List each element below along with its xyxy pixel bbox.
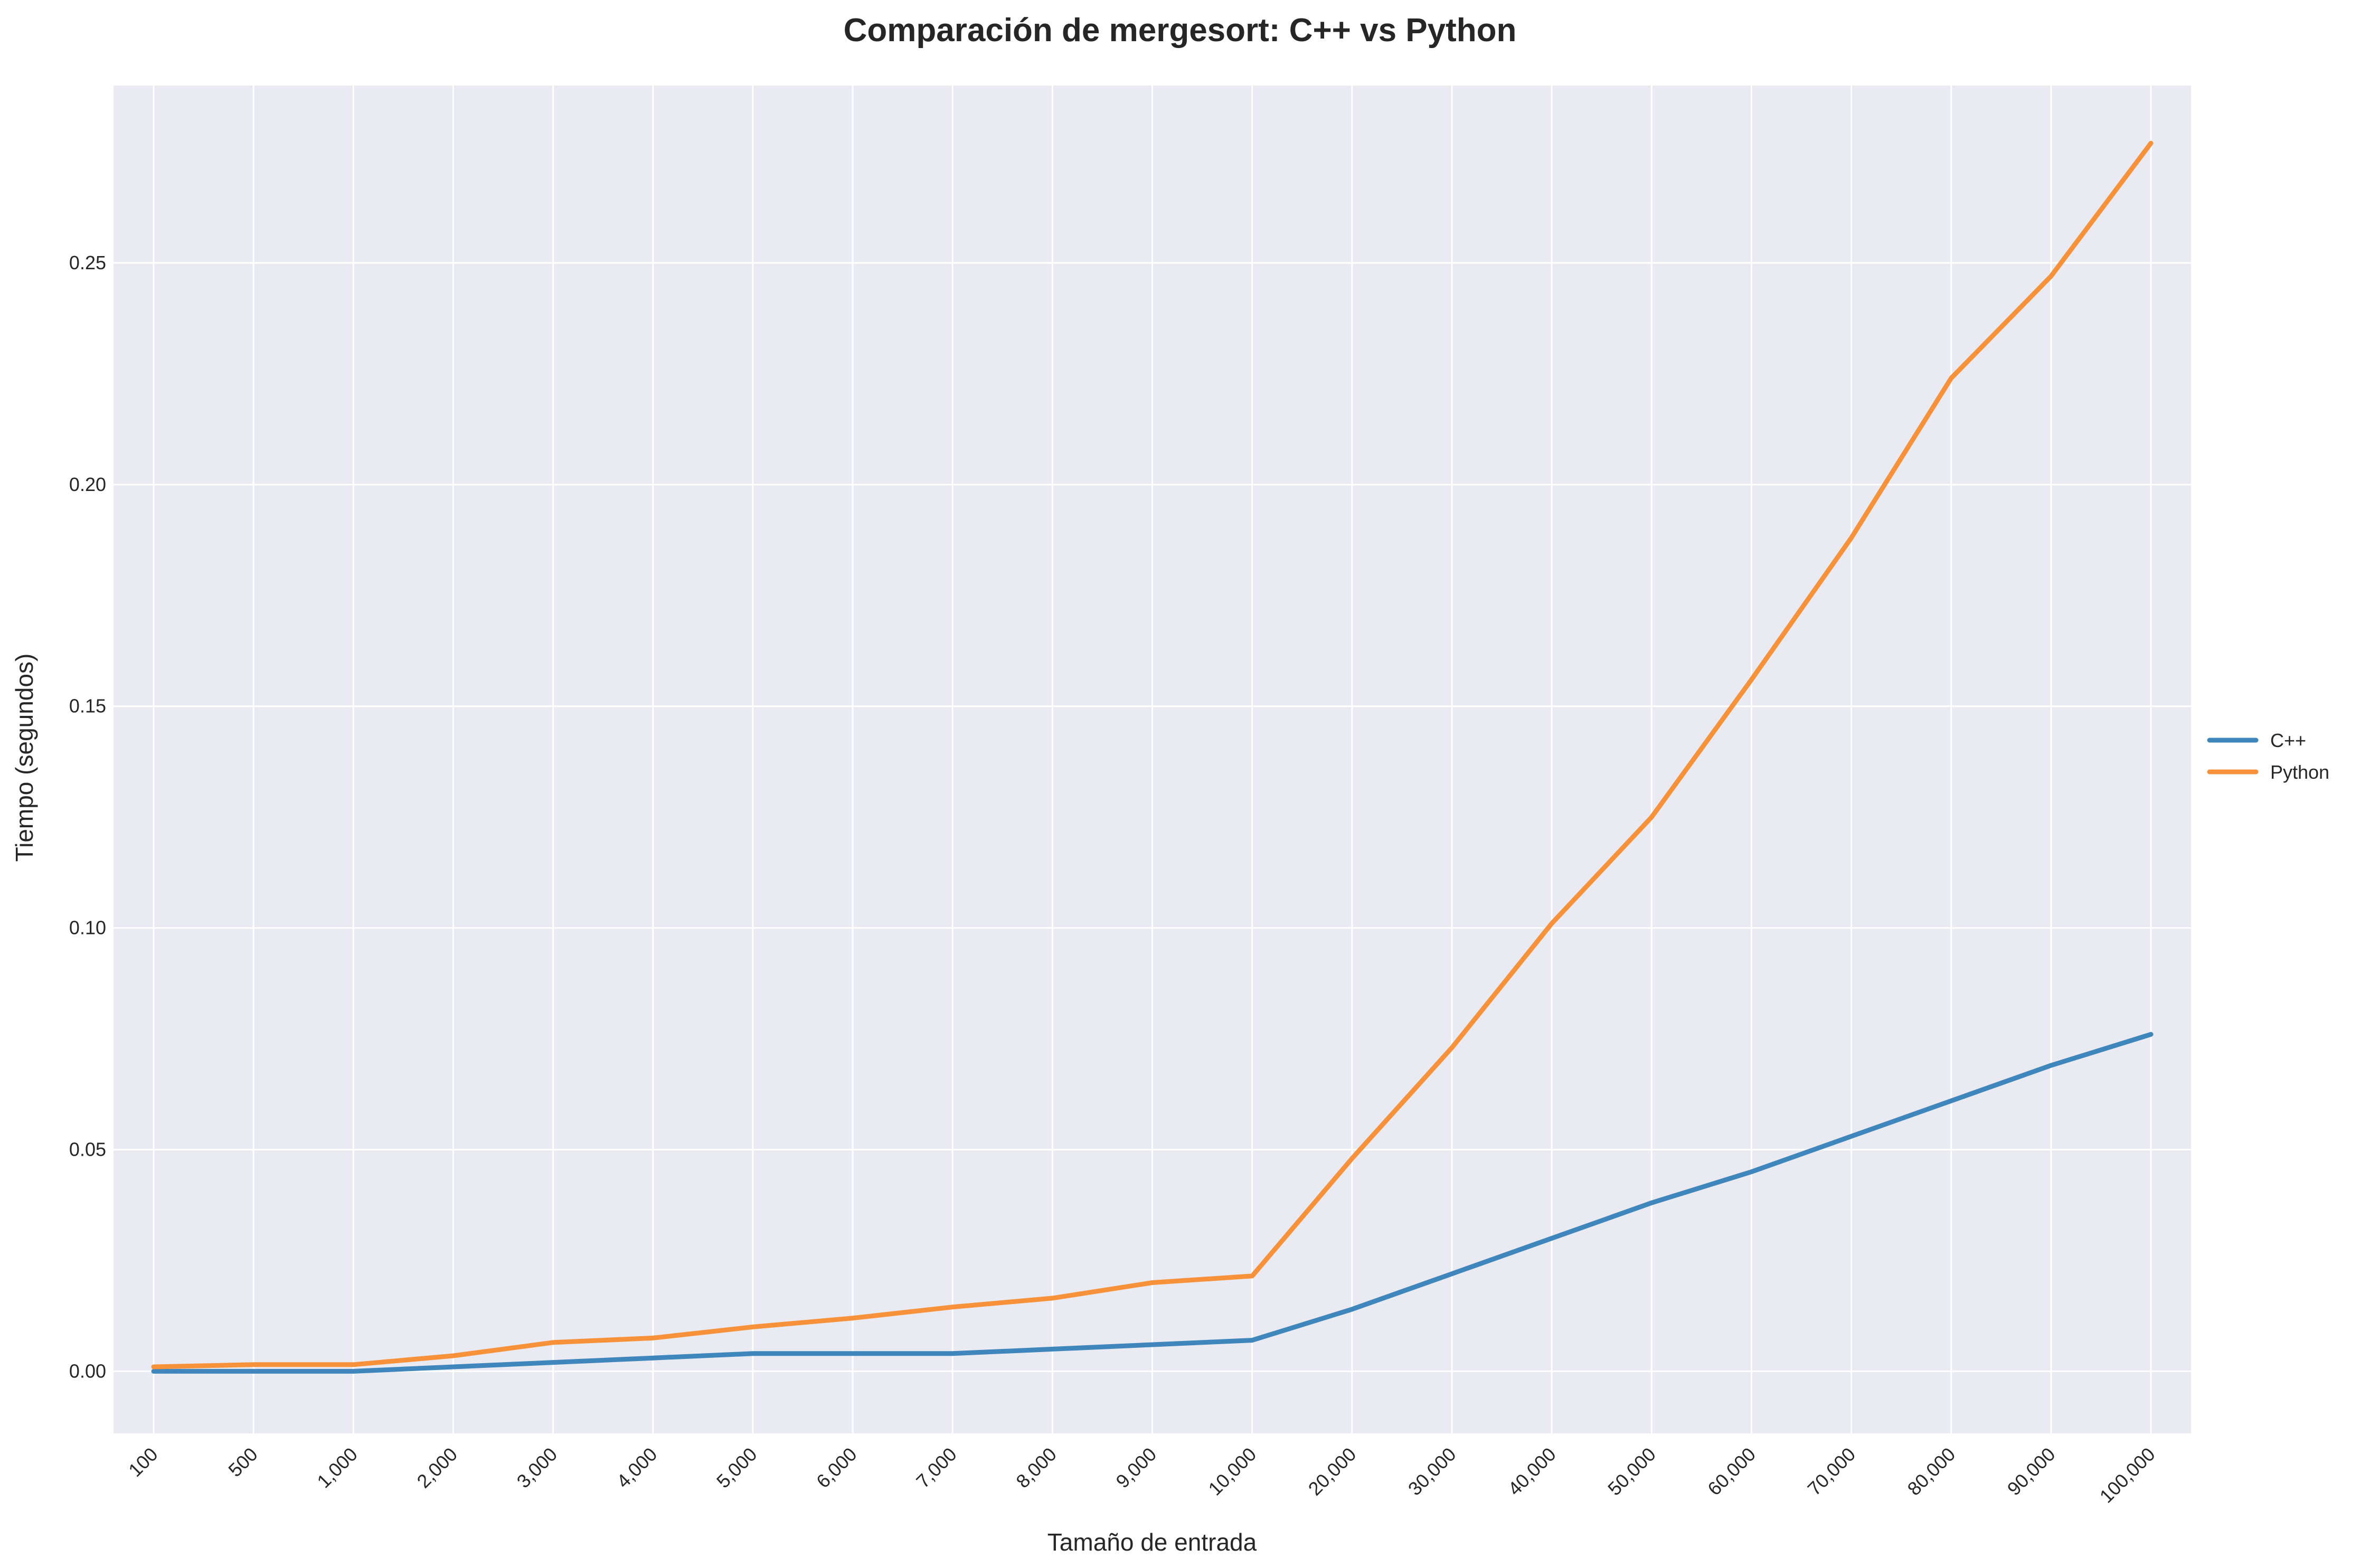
x-tick-label: 4,000 [612, 1443, 662, 1493]
x-tick-label: 60,000 [1703, 1443, 1760, 1500]
y-tick-label: 0.15 [69, 695, 106, 717]
x-tick-label: 10,000 [1204, 1443, 1260, 1500]
legend-label: Python [2270, 761, 2329, 783]
x-tick-label: 20,000 [1304, 1443, 1361, 1500]
y-tick-label: 0.00 [69, 1360, 106, 1382]
x-tick-label: 90,000 [2003, 1443, 2060, 1500]
x-tick-label: 9,000 [1111, 1443, 1160, 1493]
y-tick-label: 0.10 [69, 917, 106, 939]
x-axis-ticks: 100 500 1,000 2,000 3,000 4,000 5,000 6,000 7,00… [124, 1443, 2159, 1507]
x-tick-label: 8,000 [1012, 1443, 1061, 1493]
x-tick-label: 100,000 [2095, 1443, 2159, 1507]
x-tick-label: 500 [224, 1443, 261, 1481]
y-tick-label: 0.25 [69, 252, 106, 273]
series-lines [151, 140, 2154, 1374]
x-tick-label: 40,000 [1504, 1443, 1560, 1500]
y-tick-label: 0.05 [69, 1139, 106, 1160]
y-axis-label: Tiempo (segundos) [11, 654, 38, 862]
x-tick-label: 80,000 [1903, 1443, 1960, 1500]
y-axis-ticks: 0.00 0.05 0.10 0.15 0.20 0.25 [69, 252, 106, 1382]
x-tick-label: 2,000 [412, 1443, 461, 1493]
x-tick-label: 5,000 [712, 1443, 761, 1493]
x-tick-label: 3,000 [513, 1443, 562, 1493]
x-tick-label: 100 [124, 1443, 162, 1481]
x-tick-label: 50,000 [1603, 1443, 1660, 1500]
x-axis-label: Tamaño de entrada [1047, 1528, 1257, 1556]
x-tick-label: 70,000 [1803, 1443, 1859, 1500]
x-tick-label: 30,000 [1404, 1443, 1460, 1500]
legend-label: C++ [2270, 730, 2306, 751]
series-line-python [151, 140, 2154, 1369]
chart-title: Comparación de mergesort: C++ vs Python [844, 12, 1517, 49]
x-tick-label: 1,000 [313, 1443, 362, 1493]
legend: C++ Python [2207, 730, 2329, 783]
x-tick-label: 7,000 [912, 1443, 961, 1493]
series-line-ccpp [151, 1032, 2154, 1374]
x-tick-label: 6,000 [812, 1443, 861, 1493]
grid [114, 86, 2191, 1433]
y-tick-label: 0.20 [69, 474, 106, 495]
